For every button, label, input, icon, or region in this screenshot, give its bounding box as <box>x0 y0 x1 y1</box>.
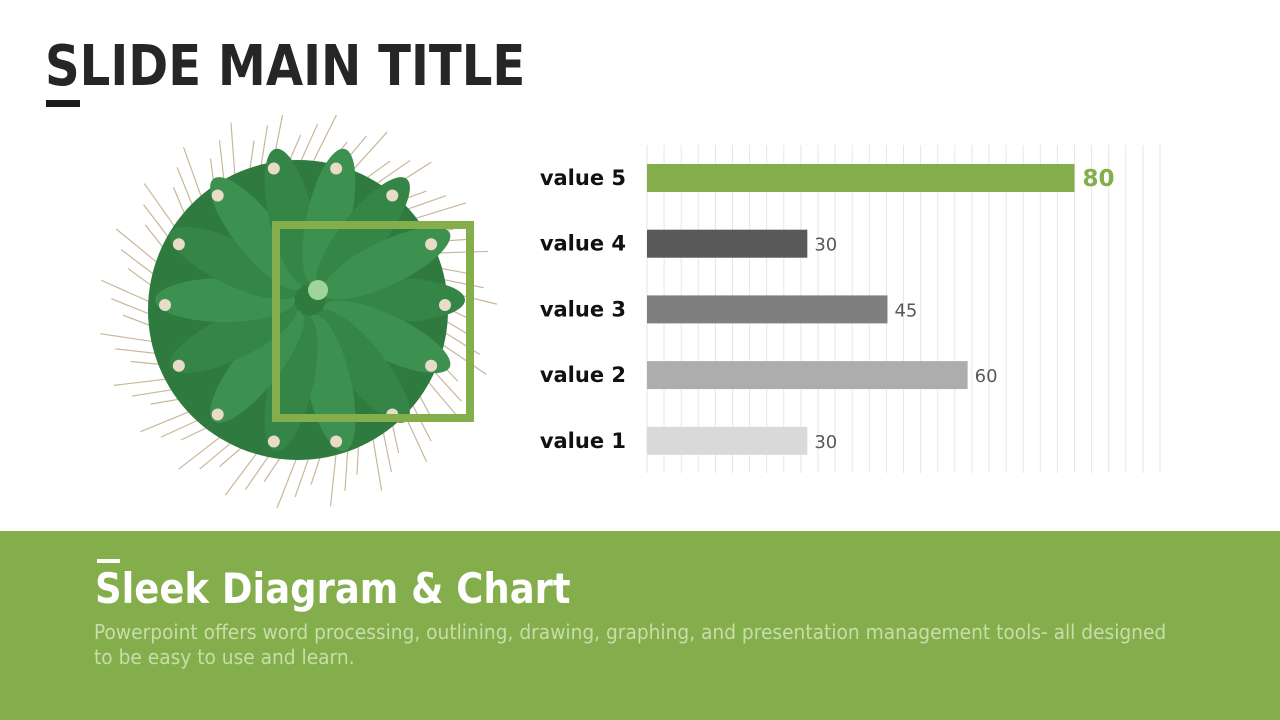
category-label: value 1 <box>540 429 626 453</box>
category-label: value 4 <box>540 232 626 256</box>
category-label: value 3 <box>540 297 626 321</box>
data-label: 30 <box>814 235 837 256</box>
data-label: 80 <box>1083 166 1115 192</box>
bar <box>647 229 808 258</box>
bar <box>647 164 1075 192</box>
data-label: 45 <box>894 300 917 321</box>
data-label: 30 <box>814 432 837 453</box>
bar <box>647 361 968 390</box>
footer-title-mark <box>97 559 120 563</box>
green-frame <box>272 221 474 422</box>
slide-title: SLIDE MAIN TITLE <box>45 34 526 99</box>
bar-chart: value 5 80 value 4 30 value 3 45 value 2 60 valu… <box>540 145 1161 473</box>
cactus-image <box>100 115 498 509</box>
footer-description: Powerpoint offers word processing, outli… <box>94 620 1167 669</box>
title-underline <box>46 100 80 107</box>
category-label: value 2 <box>540 363 626 387</box>
footer-title: Sleek Diagram & Chart <box>95 564 571 613</box>
category-label: value 5 <box>540 166 626 190</box>
data-label: 60 <box>975 366 998 387</box>
footer-band <box>0 531 1280 720</box>
bar <box>647 426 808 455</box>
bar <box>647 295 888 324</box>
